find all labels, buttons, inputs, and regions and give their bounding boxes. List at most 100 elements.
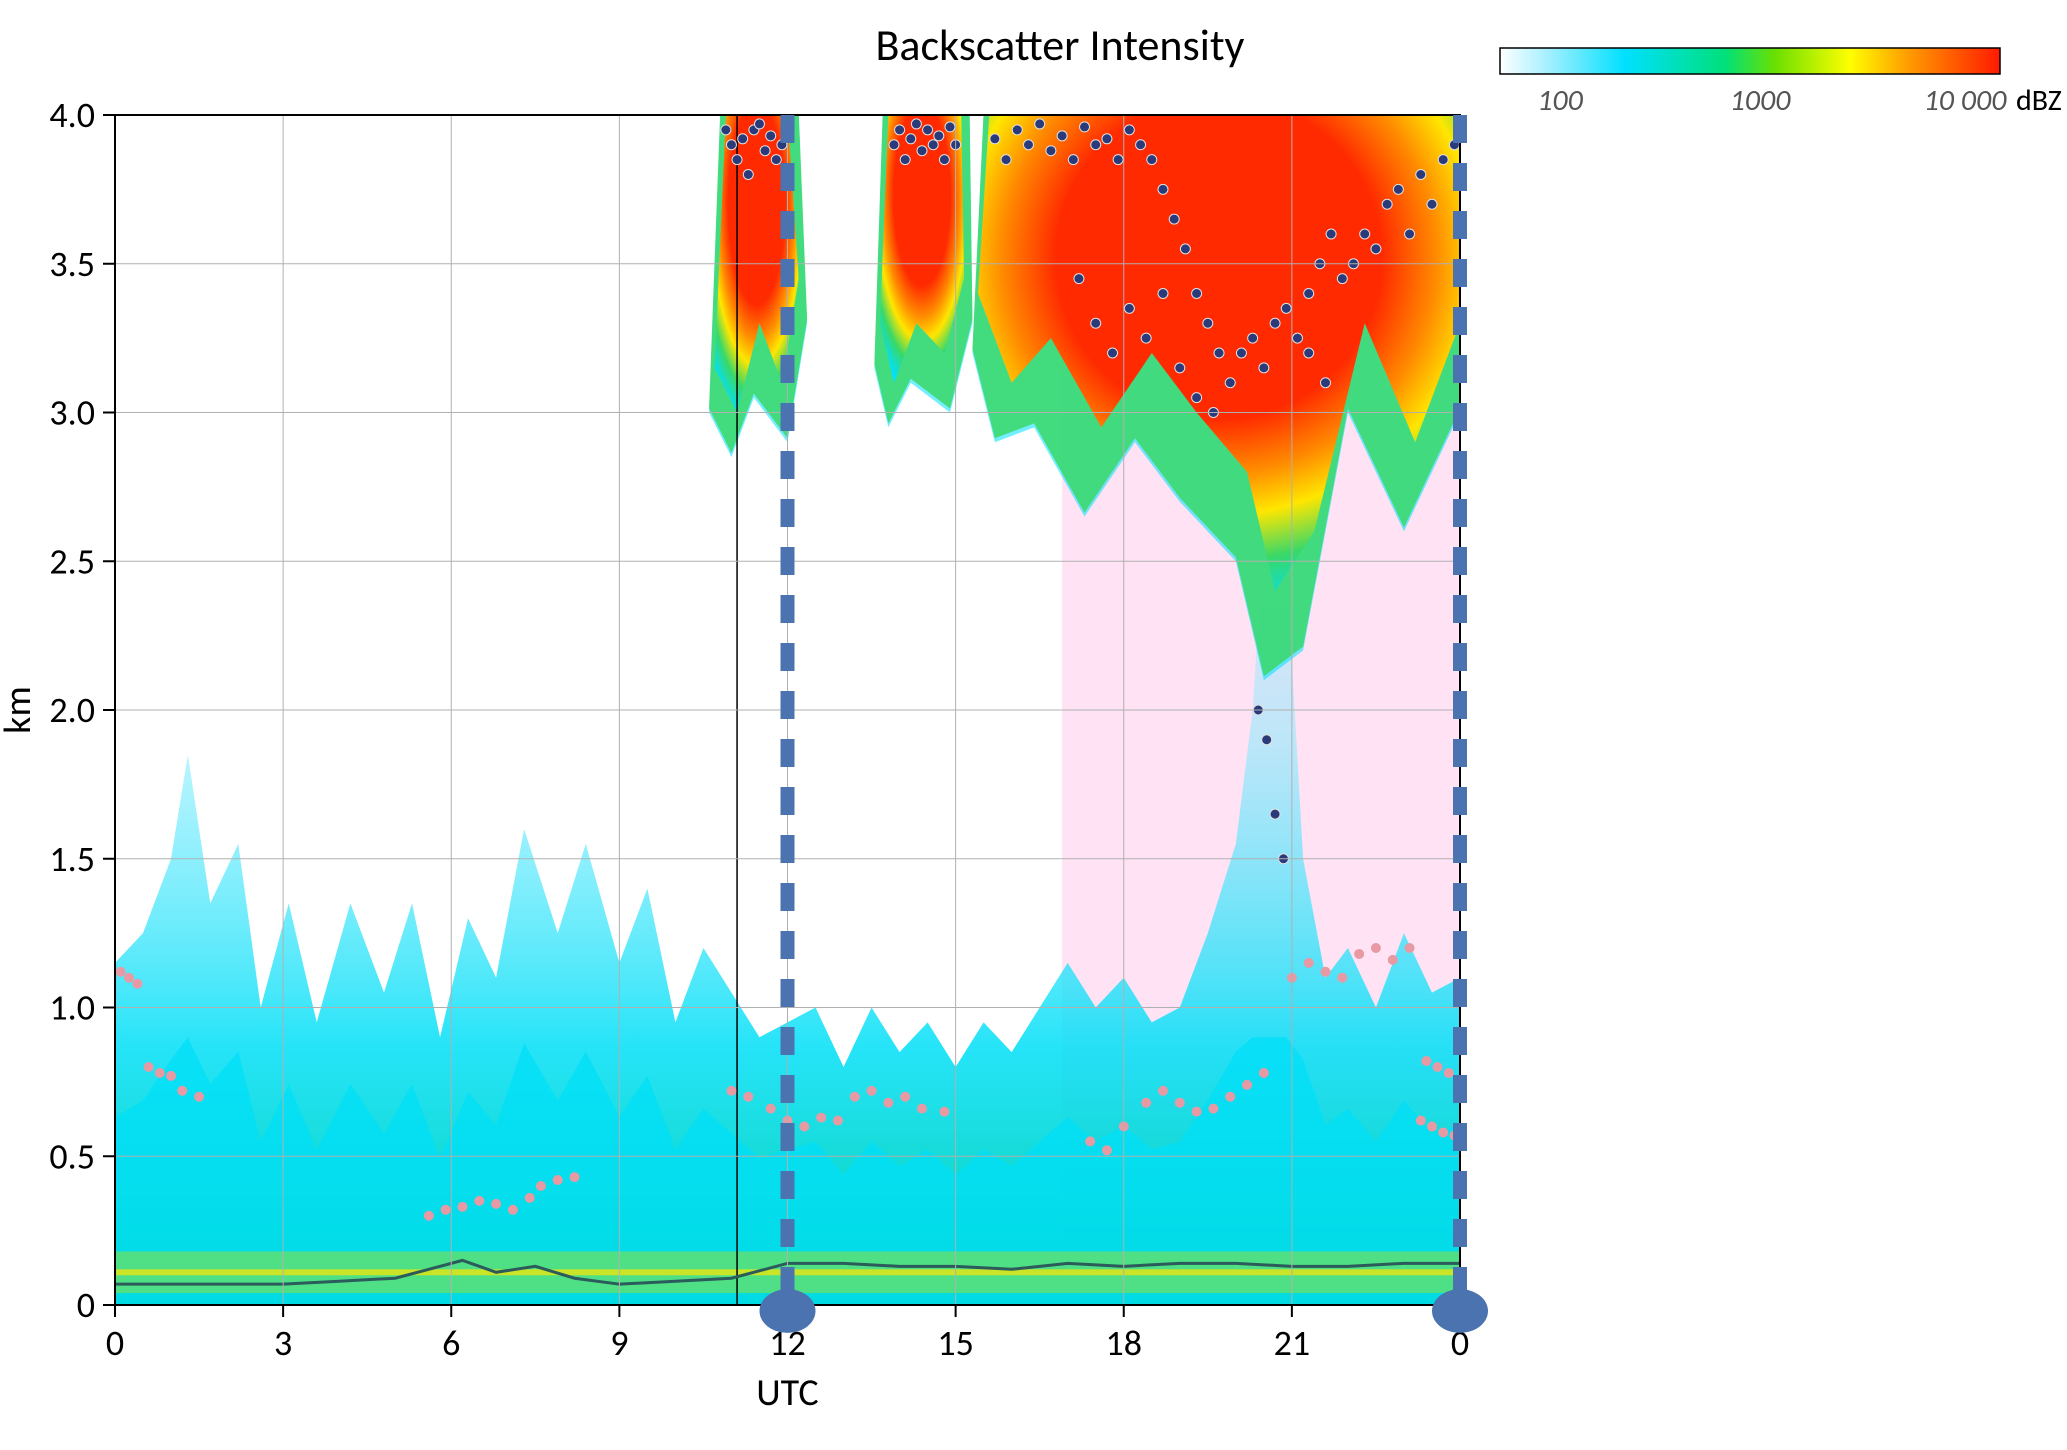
ytick-label: 2.5 xyxy=(49,539,95,583)
bl-marker xyxy=(1421,1056,1431,1066)
cloud-base-marker xyxy=(1371,244,1381,254)
cloud-base-marker xyxy=(743,170,753,180)
bl-marker xyxy=(1242,1080,1252,1090)
colorbar-tick: 1000 xyxy=(1730,82,1792,119)
cloud-base-marker xyxy=(1225,378,1235,388)
bl-marker xyxy=(166,1071,176,1081)
cloud-base-marker xyxy=(1326,229,1336,239)
cloud-base-marker xyxy=(1304,348,1314,358)
bl-marker xyxy=(917,1104,927,1114)
bl-marker xyxy=(833,1116,843,1126)
bl-marker xyxy=(1085,1136,1095,1146)
bl-marker xyxy=(1416,1116,1426,1126)
cloud-base-marker xyxy=(754,119,764,129)
bl-marker xyxy=(766,1104,776,1114)
cloud-base-marker xyxy=(895,125,905,135)
bl-marker xyxy=(1354,949,1364,959)
cloud-base-marker xyxy=(1169,214,1179,224)
xtick-label: 15 xyxy=(937,1321,974,1365)
bl-marker xyxy=(1259,1068,1269,1078)
bl-marker xyxy=(1192,1107,1202,1117)
bl-marker xyxy=(132,979,142,989)
backscatter-plot: Backscatter Intensity100100010 000dBZ036… xyxy=(0,0,2067,1445)
bl-marker xyxy=(441,1205,451,1215)
bl-marker xyxy=(1427,1122,1437,1132)
cloud-base-marker xyxy=(923,125,933,135)
bl-marker xyxy=(1158,1086,1168,1096)
bl-marker xyxy=(424,1211,434,1221)
bl-marker xyxy=(726,1086,736,1096)
xtick-label: 6 xyxy=(442,1321,460,1365)
cloud-base-marker xyxy=(1180,244,1190,254)
time-marker-dot xyxy=(1432,1289,1488,1333)
bl-marker xyxy=(536,1181,546,1191)
bl-marker xyxy=(939,1107,949,1117)
ylabel: km xyxy=(0,686,41,734)
cloud-base-marker xyxy=(945,122,955,132)
cloud-base-marker xyxy=(1405,229,1415,239)
bl-marker xyxy=(124,973,134,983)
ytick-label: 3.5 xyxy=(49,242,95,286)
bl-marker xyxy=(799,1122,809,1132)
cloud-base-marker xyxy=(1248,333,1258,343)
cloud-base-marker xyxy=(917,146,927,156)
bl-marker xyxy=(1337,973,1347,983)
bl-marker xyxy=(1102,1145,1112,1155)
bl-marker xyxy=(1225,1092,1235,1102)
bl-marker xyxy=(155,1068,165,1078)
cloud-base-marker xyxy=(990,134,1000,144)
cloud-base-marker xyxy=(1236,348,1246,358)
cloud-base-marker xyxy=(1124,125,1134,135)
cloud-base-marker xyxy=(1192,393,1202,403)
cloud-base-marker xyxy=(1057,131,1067,141)
bl-marker xyxy=(491,1199,501,1209)
cloud-base-marker xyxy=(1416,170,1426,180)
cloud-base-marker xyxy=(766,131,776,141)
cloud-base-marker xyxy=(1259,363,1269,373)
cloud-base-marker xyxy=(1091,140,1101,150)
cloud-base-marker xyxy=(732,155,742,165)
figure-root: Backscatter Intensity100100010 000dBZ036… xyxy=(0,0,2067,1445)
xtick-label: 0 xyxy=(106,1321,124,1365)
bl-marker xyxy=(194,1092,204,1102)
cloud-base-marker xyxy=(738,134,748,144)
cloud-base-marker xyxy=(1292,333,1302,343)
cloud-base-marker xyxy=(1074,274,1084,284)
cloud-base-marker xyxy=(1102,134,1112,144)
cloud-base-marker xyxy=(1214,348,1224,358)
xtick-label: 9 xyxy=(610,1321,628,1365)
xtick-label: 21 xyxy=(1274,1321,1311,1365)
cloud-base-marker xyxy=(1023,140,1033,150)
cloud-base-marker xyxy=(1360,229,1370,239)
cloud-base-marker xyxy=(906,134,916,144)
cloud-base-marker xyxy=(1141,333,1151,343)
cloud-base-marker xyxy=(1012,125,1022,135)
bl-marker xyxy=(474,1196,484,1206)
ytick-label: 1.5 xyxy=(49,837,95,881)
cloud-base-marker xyxy=(726,140,736,150)
cloud-base-marker xyxy=(1068,155,1078,165)
bl-marker xyxy=(1405,943,1415,953)
cloud-base-marker xyxy=(1427,199,1437,209)
cloud-base-marker xyxy=(1136,140,1146,150)
bl-marker xyxy=(1175,1098,1185,1108)
cloud-base-marker xyxy=(934,131,944,141)
cloud-base-marker xyxy=(1046,146,1056,156)
ytick-label: 1.0 xyxy=(49,986,95,1030)
cloud-base-marker xyxy=(1091,318,1101,328)
bl-marker xyxy=(1371,943,1381,953)
bl-marker xyxy=(1444,1068,1454,1078)
cloud-base-marker xyxy=(721,125,731,135)
cloud-base-marker xyxy=(1270,318,1280,328)
cloud-base-marker xyxy=(889,140,899,150)
bl-marker xyxy=(816,1113,826,1123)
bl-marker xyxy=(1208,1104,1218,1114)
bl-marker xyxy=(570,1172,580,1182)
bl-marker xyxy=(850,1092,860,1102)
cloud-base-marker xyxy=(1393,184,1403,194)
bl-marker xyxy=(1321,967,1331,977)
cloud-base-marker xyxy=(1382,199,1392,209)
plot-title: Backscatter Intensity xyxy=(876,18,1245,72)
cloud-base-marker xyxy=(760,146,770,156)
cloud-base-marker xyxy=(1438,155,1448,165)
